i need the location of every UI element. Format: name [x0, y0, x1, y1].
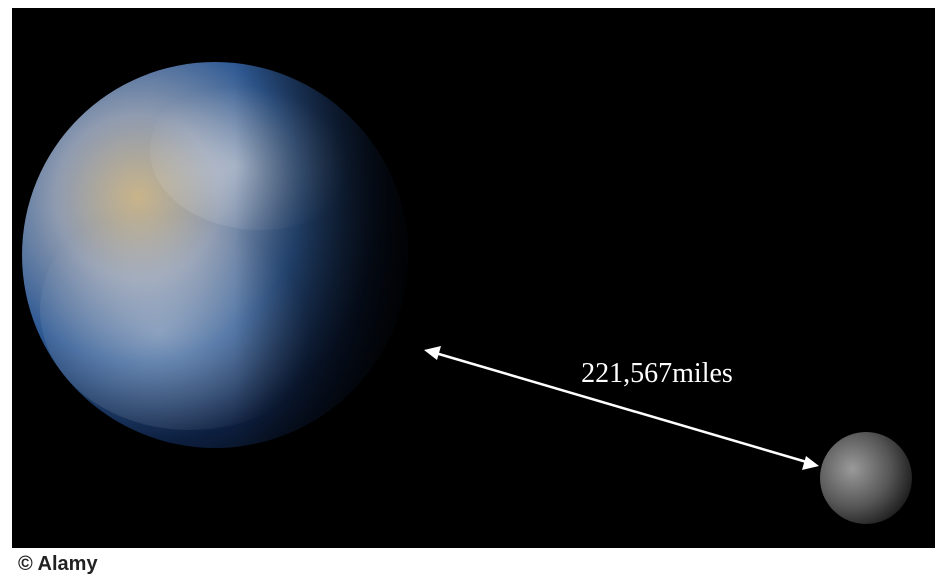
distance-arrow: [424, 346, 819, 470]
earth: [22, 62, 408, 448]
distance-label: 221,567miles: [581, 358, 733, 389]
photo-credit: © Alamy: [18, 553, 98, 575]
moon: [820, 432, 912, 524]
